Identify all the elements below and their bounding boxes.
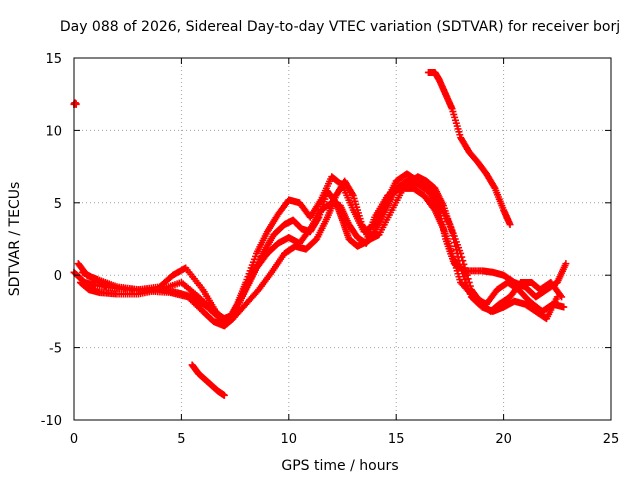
data-point: [314, 215, 322, 223]
data-point: [449, 231, 457, 239]
data-point: [562, 260, 570, 268]
data-point: [348, 190, 356, 198]
plot-frame: [73, 57, 612, 421]
x-tick-label: 25: [603, 432, 620, 447]
y-tick-label: 10: [45, 124, 62, 139]
data-point: [463, 271, 471, 279]
data-point: [220, 391, 228, 399]
chart-title: Day 088 of 2026, Sidereal Day-to-day VTE…: [60, 19, 620, 35]
y-tick-label: -5: [49, 342, 62, 357]
data-point: [506, 221, 514, 229]
y-tick-label: -10: [41, 414, 62, 429]
data-point: [455, 257, 463, 265]
data-point: [456, 260, 464, 268]
grid-lines: [74, 58, 611, 420]
y-tick-label: 5: [54, 197, 62, 212]
series-s7: [70, 99, 80, 108]
x-tick-label: 10: [281, 432, 298, 447]
data-point: [454, 253, 462, 261]
x-tick-label: 0: [70, 432, 78, 447]
series-s2: [76, 184, 568, 323]
x-tick-label: 20: [495, 432, 512, 447]
data-point: [101, 282, 109, 290]
series-s4: [79, 173, 561, 330]
data-point: [560, 303, 568, 311]
series-s6: [188, 361, 228, 399]
y-axis-title: SDTVAR / TECUs: [7, 182, 23, 297]
x-axis-title: GPS time / hours: [281, 458, 398, 474]
data-point: [450, 235, 458, 243]
data-point: [452, 246, 460, 254]
y-tick-label: 0: [54, 269, 62, 284]
y-tick-label: 15: [45, 52, 62, 67]
series-s5: [424, 68, 514, 229]
data-point: [448, 228, 456, 236]
data-point: [451, 239, 459, 247]
x-tick-label: 15: [388, 432, 405, 447]
data-point: [553, 293, 561, 301]
data-point: [453, 249, 461, 257]
data-point: [451, 242, 459, 250]
axis-ticks: 0 5 10 15 20 25 -10 -5 0 5 10 15: [41, 52, 620, 447]
data-points: [70, 68, 570, 399]
x-tick-label: 5: [177, 432, 185, 447]
data-point: [557, 291, 565, 299]
data-point: [490, 183, 498, 191]
